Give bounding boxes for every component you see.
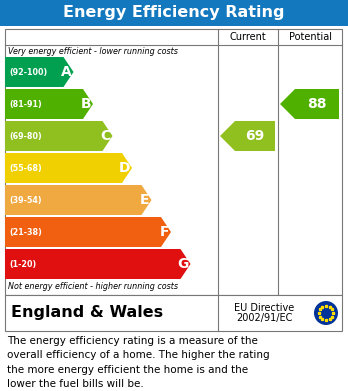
Text: EU Directive: EU Directive [234,303,294,313]
Text: 88: 88 [307,97,327,111]
Text: England & Wales: England & Wales [11,305,163,321]
Text: (39-54): (39-54) [9,196,42,204]
Text: The energy efficiency rating is a measure of the
overall efficiency of a home. T: The energy efficiency rating is a measur… [7,336,270,389]
Bar [5,29,342,295]
Polygon shape [5,89,93,119]
Circle shape [314,301,338,325]
Polygon shape [220,121,275,151]
Text: F: F [159,225,169,239]
Polygon shape [280,89,339,119]
Text: (1-20): (1-20) [9,260,36,269]
Text: Not energy efficient - higher running costs: Not energy efficient - higher running co… [8,282,178,291]
Text: (92-100): (92-100) [9,68,47,77]
Text: Potential: Potential [288,32,332,42]
Polygon shape [5,217,171,247]
Text: G: G [177,257,189,271]
Text: E: E [140,193,150,207]
Polygon shape [5,121,112,151]
Polygon shape [5,249,190,279]
Text: B: B [80,97,91,111]
Text: C: C [100,129,111,143]
Text: D: D [119,161,130,175]
Text: (81-91): (81-91) [9,99,42,108]
Bar [5,295,342,331]
Bar [0,0,348,26]
Text: (69-80): (69-80) [9,131,42,140]
Polygon shape [5,153,132,183]
Text: (55-68): (55-68) [9,163,42,172]
Text: (21-38): (21-38) [9,228,42,237]
Text: 2002/91/EC: 2002/91/EC [236,313,292,323]
Text: A: A [61,65,71,79]
Text: 69: 69 [245,129,264,143]
Text: Very energy efficient - lower running costs: Very energy efficient - lower running co… [8,47,178,56]
Polygon shape [5,57,73,87]
Polygon shape [5,185,151,215]
Text: Current: Current [230,32,266,42]
Text: Energy Efficiency Rating: Energy Efficiency Rating [63,5,285,20]
